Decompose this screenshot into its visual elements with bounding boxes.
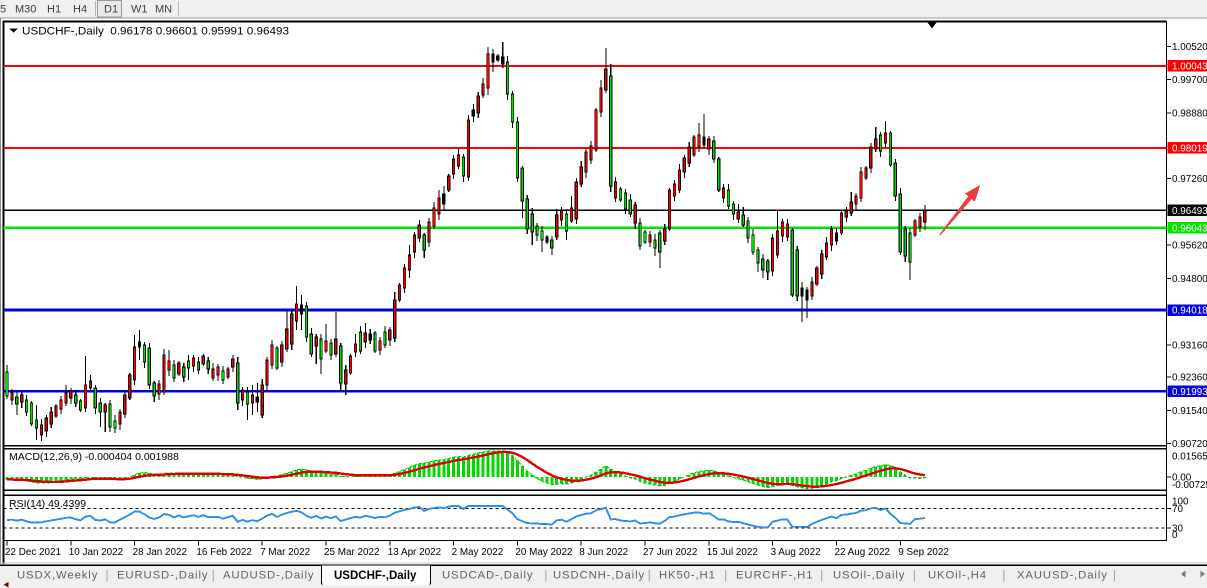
svg-text:22 Dec 2021: 22 Dec 2021 [5, 547, 62, 558]
svg-text:0.91540: 0.91540 [1172, 406, 1207, 417]
svg-text:MN: MN [155, 4, 172, 16]
svg-text:0.94800: 0.94800 [1172, 274, 1207, 285]
svg-text:30: 30 [1172, 524, 1183, 535]
svg-text:H4: H4 [73, 4, 87, 16]
svg-text:UKOil-,H4: UKOil-,H4 [928, 570, 987, 582]
svg-text:0.97260: 0.97260 [1172, 174, 1207, 185]
svg-text:5: 5 [0, 4, 6, 16]
svg-text:H1: H1 [47, 4, 61, 16]
svg-text:M30: M30 [15, 4, 36, 16]
svg-text:|: | [212, 570, 215, 582]
svg-text:0.96043: 0.96043 [1172, 224, 1207, 235]
svg-text:15 Jul 2022: 15 Jul 2022 [707, 547, 758, 558]
svg-text:16 Feb 2022: 16 Feb 2022 [196, 547, 251, 558]
svg-text:-0.0072590: -0.0072590 [1172, 480, 1207, 491]
svg-text:0.96493: 0.96493 [1172, 206, 1207, 217]
svg-text:USDCAD-,Daily: USDCAD-,Daily [442, 570, 533, 582]
svg-text:70: 70 [1172, 504, 1183, 515]
svg-text:25 Mar 2022: 25 Mar 2022 [324, 547, 379, 558]
svg-text:MACD(12,26,9) -0.000404 0.0019: MACD(12,26,9) -0.000404 0.001988 [9, 451, 179, 463]
svg-text:100: 100 [1172, 497, 1189, 508]
svg-text:|: | [1113, 570, 1116, 582]
svg-text:0.99700: 0.99700 [1172, 75, 1207, 86]
svg-text:EURCHF-,H1: EURCHF-,H1 [736, 570, 813, 582]
svg-text:|: | [820, 570, 823, 582]
svg-text:0.92360: 0.92360 [1172, 373, 1207, 384]
svg-text:0.94018: 0.94018 [1172, 306, 1207, 317]
svg-text:0.91993: 0.91993 [1172, 387, 1207, 398]
svg-text:9 Sep 2022: 9 Sep 2022 [898, 547, 949, 558]
svg-text:20 May 2022: 20 May 2022 [515, 547, 572, 558]
svg-text:0.00: 0.00 [1172, 473, 1192, 484]
svg-text:27 Jun 2022: 27 Jun 2022 [643, 547, 697, 558]
svg-text:0.98019: 0.98019 [1172, 144, 1207, 155]
svg-text:0: 0 [1172, 530, 1178, 541]
svg-text:USDCHF-,Daily: USDCHF-,Daily [334, 570, 417, 582]
svg-text:7 Mar 2022: 7 Mar 2022 [260, 547, 310, 558]
svg-text:EURUSD-,Daily: EURUSD-,Daily [117, 570, 208, 582]
svg-text:|: | [544, 570, 547, 582]
svg-text:D1: D1 [104, 4, 118, 16]
svg-text:0.015654: 0.015654 [1172, 452, 1207, 463]
svg-text:W1: W1 [131, 4, 148, 16]
svg-text:AUDUSD-,Daily: AUDUSD-,Daily [223, 570, 314, 582]
svg-text:0.93160: 0.93160 [1172, 340, 1207, 351]
svg-text:|: | [648, 570, 651, 582]
svg-text:XAUUSD-,Daily: XAUUSD-,Daily [1017, 570, 1108, 582]
svg-text:10 Jan 2022: 10 Jan 2022 [69, 547, 123, 558]
svg-text:USDCNH-,Daily: USDCNH-,Daily [553, 570, 645, 582]
svg-text:0.90720: 0.90720 [1172, 439, 1207, 450]
svg-text:28 Jan 2022: 28 Jan 2022 [133, 547, 187, 558]
svg-text:3 Aug 2022: 3 Aug 2022 [771, 547, 821, 558]
svg-text:8 Jun 2022: 8 Jun 2022 [579, 547, 628, 558]
svg-text:13 Apr 2022: 13 Apr 2022 [388, 547, 441, 558]
svg-text:1.00520: 1.00520 [1172, 42, 1207, 53]
svg-text:1.00043: 1.00043 [1172, 61, 1207, 72]
svg-text:|: | [1002, 570, 1005, 582]
svg-text:|: | [724, 570, 727, 582]
svg-text:|: | [106, 570, 109, 582]
svg-text:22 Aug 2022: 22 Aug 2022 [835, 547, 890, 558]
svg-text:RSI(14) 49.4399: RSI(14) 49.4399 [9, 498, 86, 510]
svg-text:HK50-,H1: HK50-,H1 [659, 570, 716, 582]
svg-text:|: | [913, 570, 916, 582]
svg-text:2 May 2022: 2 May 2022 [452, 547, 504, 558]
svg-text:USOil-,Daily: USOil-,Daily [833, 570, 905, 582]
svg-text:0.95620: 0.95620 [1172, 241, 1207, 252]
svg-text:0.98880: 0.98880 [1172, 108, 1207, 119]
svg-text:USDCHF-,Daily 0.96178 0.96601: USDCHF-,Daily 0.96178 0.96601 0.95991 0.… [22, 26, 289, 38]
svg-text:USDX,Weekly: USDX,Weekly [17, 570, 98, 582]
